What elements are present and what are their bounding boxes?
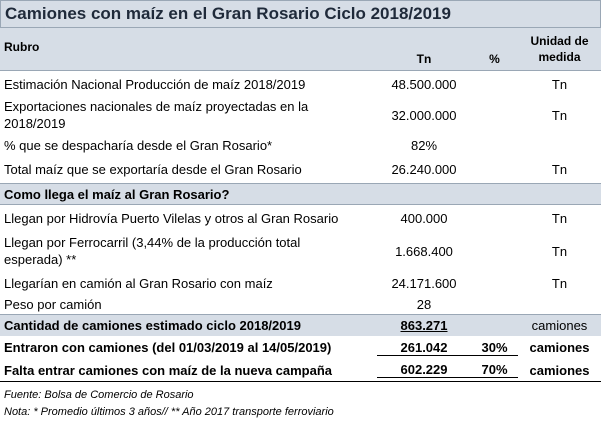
- table-row: Llegarían en camión al Gran Rosario con …: [0, 272, 601, 294]
- row-label: % que se despacharía desde el Gran Rosar…: [4, 137, 273, 153]
- pending-label: Falta entrar camiones con maíz de la nue…: [4, 362, 333, 378]
- entered-label: Entraron con camiones (del 01/03/2019 al…: [4, 340, 332, 355]
- summary-total: 863.271: [400, 318, 448, 333]
- row-label: Llegan por Hidrovía Puerto Vilelas y otr…: [4, 210, 339, 226]
- bottom-rule: [0, 381, 601, 382]
- row-unit: Tn: [551, 243, 568, 259]
- header-pct: %: [489, 52, 500, 66]
- table-row: Llegan por Hidrovía Puerto Vilelas y otr…: [0, 206, 601, 230]
- row-unit: Tn: [551, 275, 568, 291]
- entered-pct: 30%: [471, 340, 518, 356]
- pending-tn: 602.229: [377, 362, 471, 378]
- row-label-line2: esperada) **: [4, 252, 77, 267]
- table-row: Estimación Nacional Producción de maíz 2…: [0, 73, 601, 96]
- row-tn: 26.240.000: [391, 162, 457, 177]
- row-unit: Tn: [551, 162, 568, 177]
- table-title: Camiones con maíz en el Gran Rosario Cic…: [0, 0, 601, 28]
- footnote: Nota: * Promedio últimos 3 años// ** Año…: [4, 405, 334, 418]
- table-row: Peso por camión 28: [0, 294, 601, 314]
- row-tn: 32.000.000: [391, 107, 457, 123]
- summary-unit: camiones: [531, 318, 588, 333]
- row-label: Estimación Nacional Producción de maíz 2…: [4, 77, 306, 92]
- pending-unit: camiones: [529, 362, 590, 378]
- row-label: Total maíz que se exportaría desde el Gr…: [4, 162, 302, 177]
- row-tn: 24.171.600: [391, 275, 457, 291]
- entered-unit: camiones: [529, 340, 590, 355]
- row-label-line1: Llegan por Ferrocarril (3,44% de la prod…: [4, 235, 301, 250]
- header-unit-line2: medida: [538, 50, 581, 64]
- table-row: Total maíz que se exportaría desde el Gr…: [0, 156, 601, 183]
- entered-row: Entraron con camiones (del 01/03/2019 al…: [0, 336, 601, 359]
- summary-row: Cantidad de camiones estimado ciclo 2018…: [0, 314, 601, 336]
- header-unit-line1: Unidad de: [530, 34, 589, 48]
- table-row: % que se despacharía desde el Gran Rosar…: [0, 134, 601, 156]
- row-label: Exportaciones nacionales de maíz proyect…: [0, 98, 377, 132]
- section-header: Como llega el maíz al Gran Rosario?: [0, 183, 601, 205]
- table-row: Exportaciones nacionales de maíz proyect…: [0, 96, 601, 134]
- row-label: Llegarían en camión al Gran Rosario con …: [4, 275, 273, 291]
- row-tn: 400.000: [400, 210, 448, 226]
- summary-label: Cantidad de camiones estimado ciclo 2018…: [4, 318, 301, 333]
- trucks-table: Camiones con maíz en el Gran Rosario Cic…: [0, 0, 601, 418]
- header-tn: Tn: [416, 52, 432, 66]
- row-tn: 82%: [410, 137, 438, 153]
- header-row: Rubro Tn % Unidad de medida: [0, 28, 601, 71]
- row-label: Peso por camión: [4, 296, 102, 312]
- row-unit: Tn: [551, 77, 568, 92]
- row-unit: Tn: [551, 210, 568, 226]
- header-unit: Unidad de medida: [518, 28, 601, 70]
- row-label-line1: Exportaciones nacionales de maíz proyect…: [4, 99, 309, 114]
- row-label-line2: 2018/2019: [4, 116, 66, 131]
- table-row: Llegan por Ferrocarril (3,44% de la prod…: [0, 230, 601, 272]
- source-note: Fuente: Bolsa de Comercio de Rosario: [4, 388, 194, 401]
- header-rubro: Rubro: [4, 40, 40, 54]
- pending-row: Falta entrar camiones con maíz de la nue…: [0, 359, 601, 381]
- row-unit: Tn: [551, 107, 568, 123]
- row-tn: 48.500.000: [391, 77, 457, 92]
- row-tn: 1.668.400: [395, 243, 453, 259]
- row-tn: 28: [416, 296, 432, 312]
- entered-tn: 261.042: [377, 340, 471, 356]
- row-label: Llegan por Ferrocarril (3,44% de la prod…: [0, 234, 377, 268]
- pending-pct: 70%: [471, 362, 518, 378]
